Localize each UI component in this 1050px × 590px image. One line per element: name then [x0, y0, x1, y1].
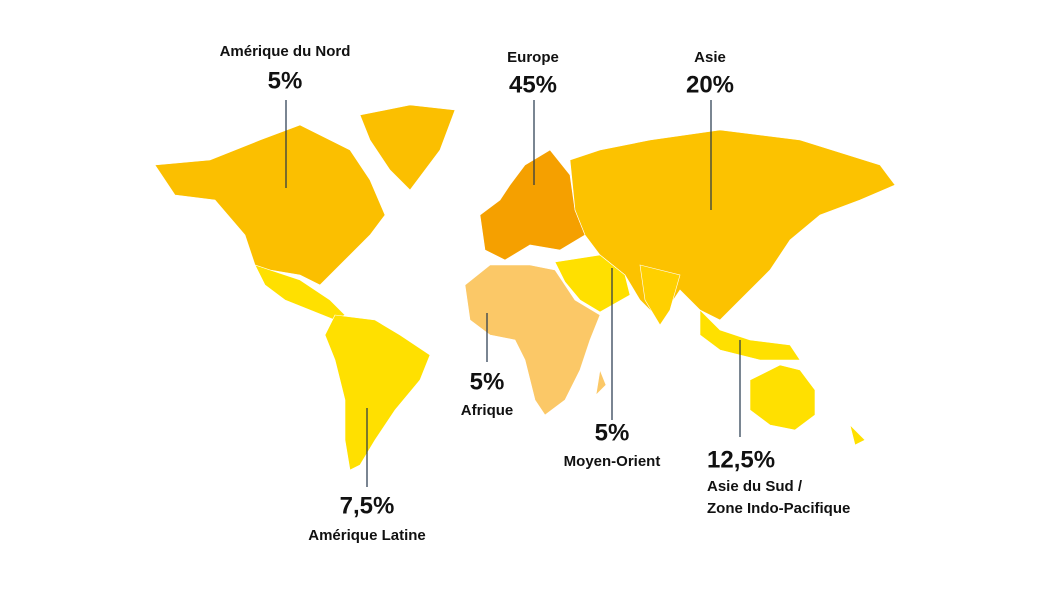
madagascar: [595, 368, 607, 396]
labels: Amérique du Nord 5% Europe 45% Asie 20% …: [220, 43, 851, 544]
region-share: 20%: [686, 71, 734, 98]
region-name: Asie: [694, 49, 726, 66]
greenland: [359, 104, 456, 191]
continents: [154, 104, 896, 471]
southeast-asia: [699, 309, 801, 361]
south-america: [324, 314, 431, 471]
region-name: Amérique du Nord: [220, 43, 351, 60]
region-name: Asie du Sud /: [707, 478, 803, 495]
region-name: Moyen-Orient: [564, 453, 661, 470]
region-name: Zone Indo-Pacifique: [707, 500, 850, 517]
middle-east: [554, 254, 631, 313]
new-zealand: [849, 424, 866, 446]
region-share: 45%: [509, 71, 557, 98]
africa: [464, 264, 601, 416]
leaders: [285, 100, 741, 487]
region-share: 5%: [470, 368, 505, 395]
region-share: 7,5%: [340, 492, 395, 519]
region-name: Amérique Latine: [308, 527, 426, 544]
north-america: [154, 124, 386, 286]
europe: [479, 149, 586, 261]
region-name: Afrique: [461, 402, 514, 419]
region-name: Europe: [507, 49, 559, 66]
australia: [749, 364, 816, 431]
india: [639, 264, 681, 326]
region-share: 5%: [595, 419, 630, 446]
region-share: 5%: [268, 67, 303, 94]
region-share: 12,5%: [707, 446, 775, 473]
